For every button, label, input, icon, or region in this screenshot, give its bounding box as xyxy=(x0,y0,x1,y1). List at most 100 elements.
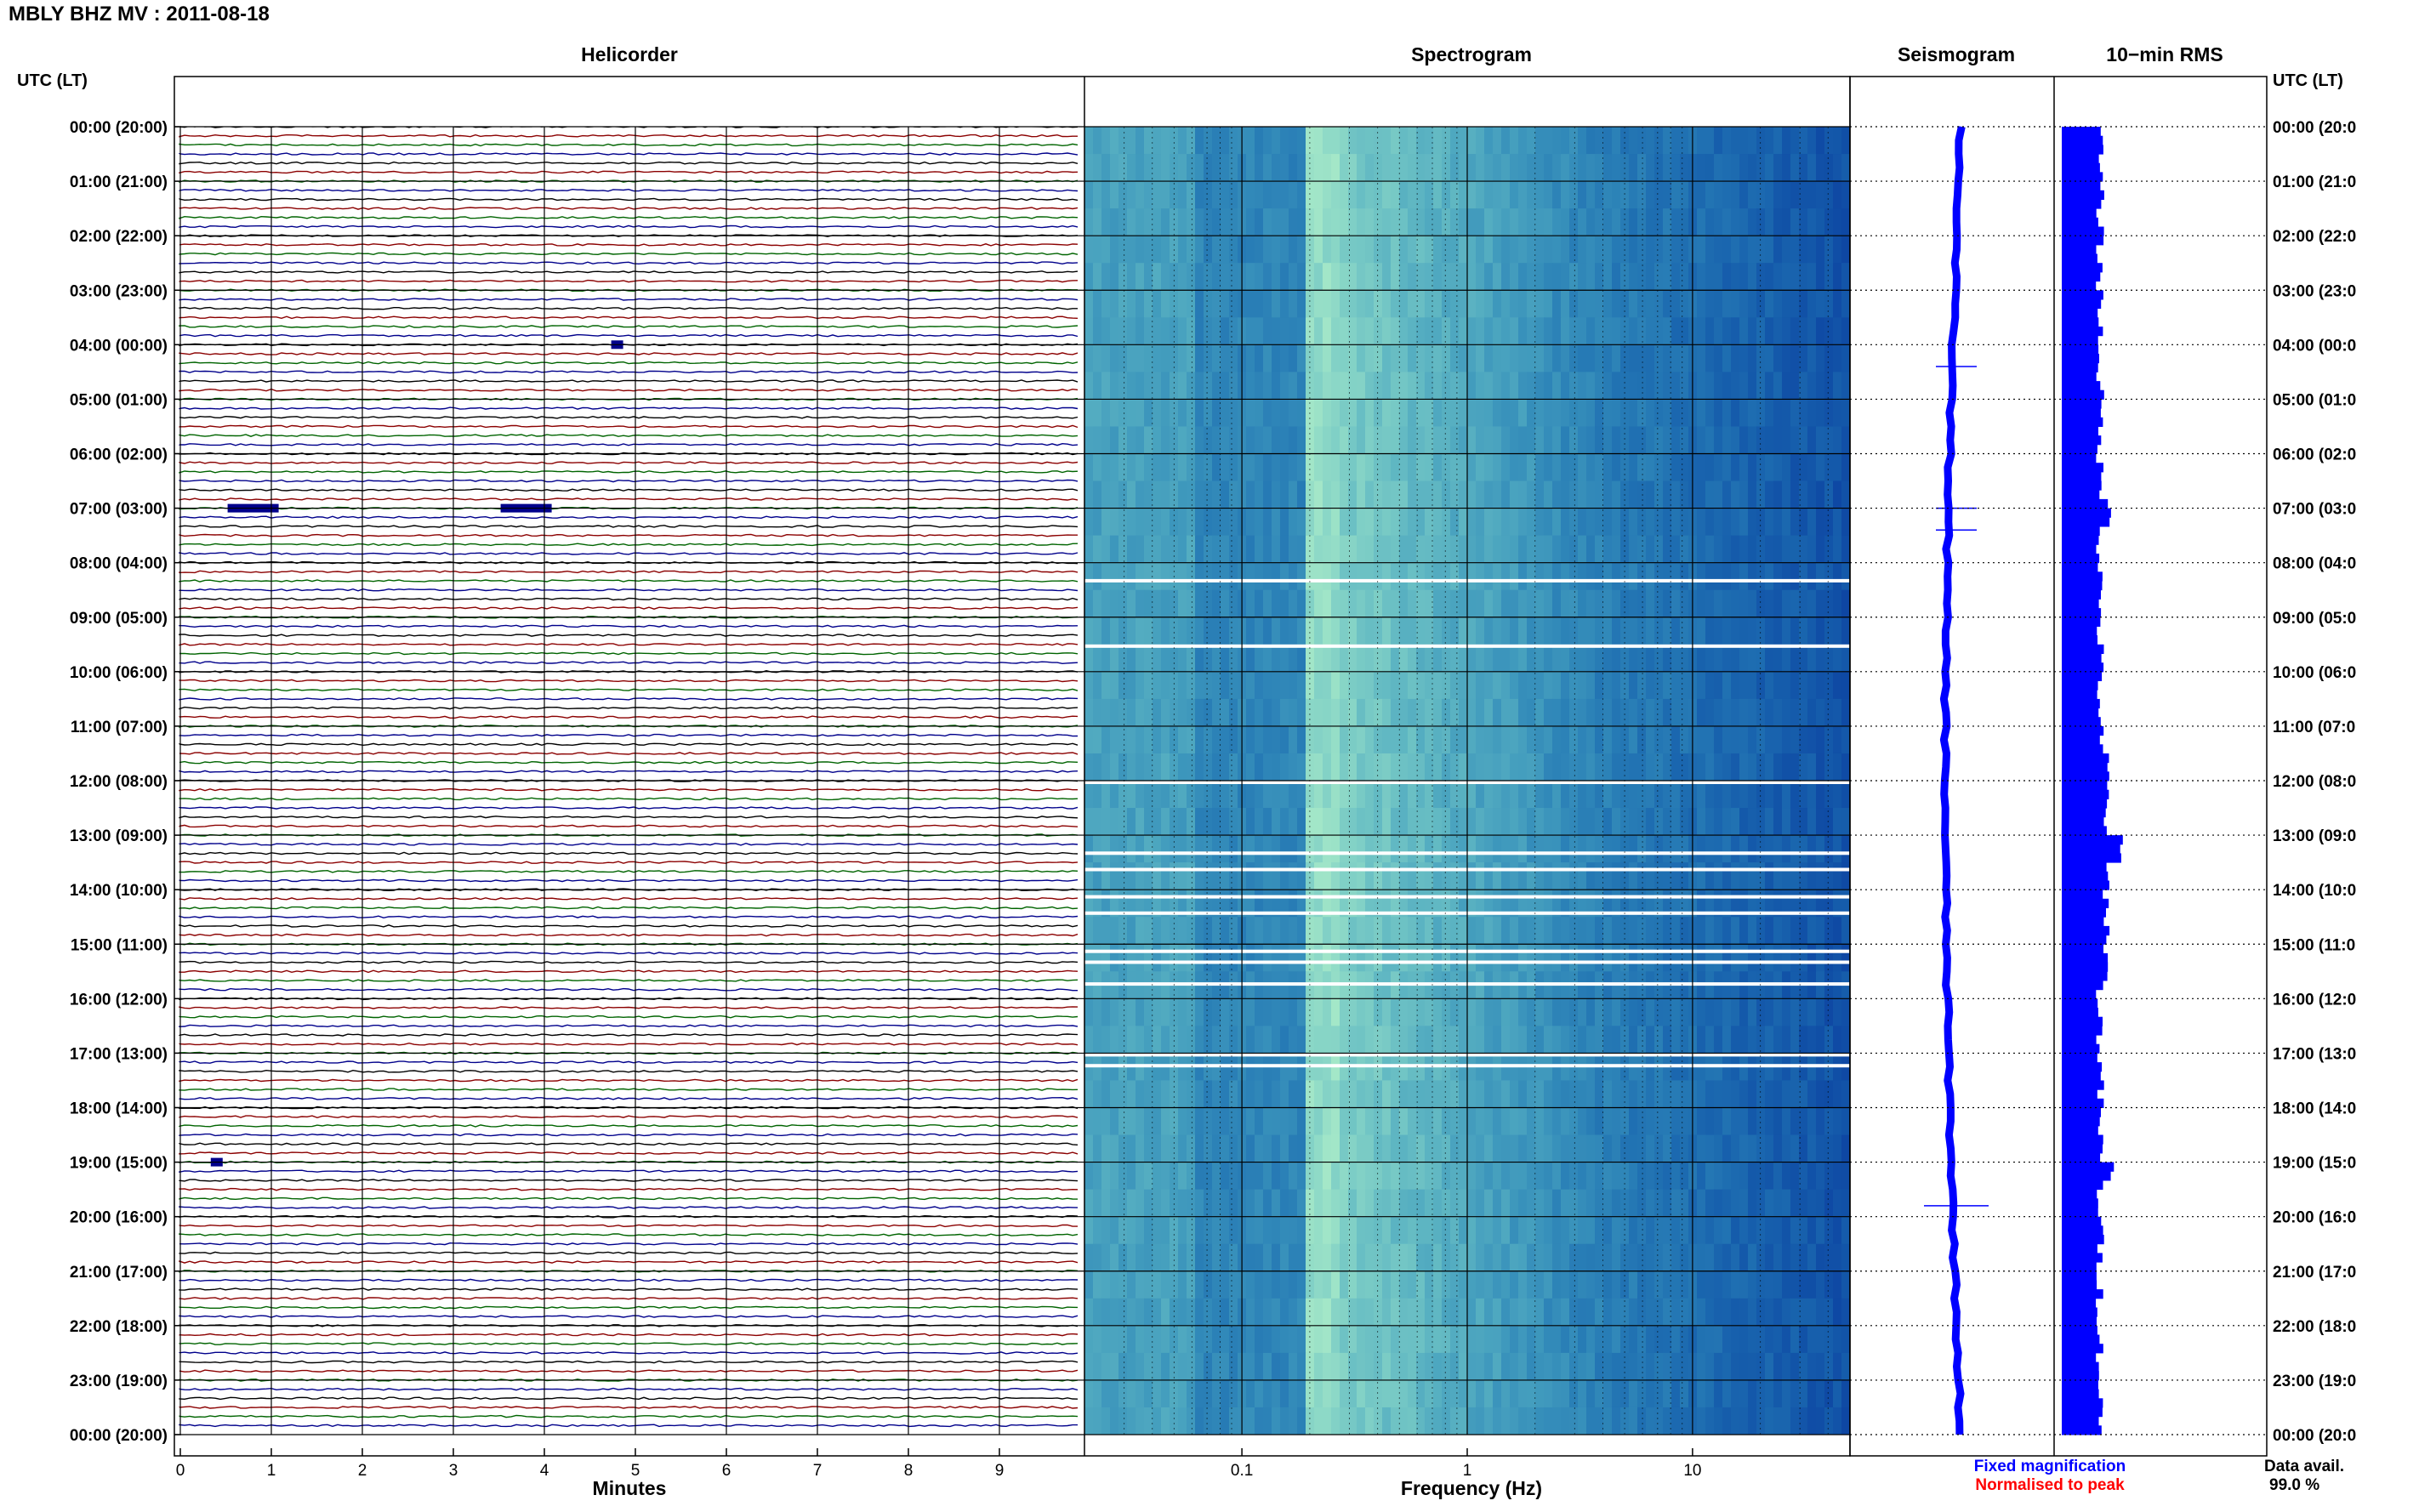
spectrogram-cell xyxy=(1084,127,1094,155)
helicorder-trace xyxy=(179,1342,1079,1346)
spectrogram-cell xyxy=(1654,1107,1664,1136)
spectrogram-cell xyxy=(1799,263,1808,291)
spectrogram-cell xyxy=(1637,1243,1647,1272)
spectrogram-cell xyxy=(1544,236,1553,264)
spectrogram-cell xyxy=(1476,508,1485,537)
spectrogram-cell xyxy=(1603,535,1613,564)
spectrogram-cell xyxy=(1561,508,1570,537)
spectrogram-cell xyxy=(1765,344,1774,372)
spectrogram-cell xyxy=(1391,154,1400,182)
spectrogram-cell xyxy=(1263,508,1272,537)
helicorder-trace xyxy=(179,1414,1079,1418)
spectrogram-cell xyxy=(1161,317,1170,345)
spectrogram-cell xyxy=(1535,399,1545,428)
spectrogram-cell xyxy=(1467,372,1477,401)
spectrogram-cell xyxy=(1552,944,1562,972)
helicorder-trace xyxy=(179,243,1079,247)
spectrogram-cell xyxy=(1552,1216,1562,1245)
spectrogram-cell xyxy=(1663,835,1672,863)
spectrogram-cell xyxy=(1110,1298,1119,1327)
spectrogram-cell xyxy=(1603,998,1613,1026)
spectrogram-cell xyxy=(1807,562,1817,591)
spectrogram-cell xyxy=(1646,1216,1655,1245)
spectrogram-cell xyxy=(1663,1189,1672,1218)
spectrogram-cell xyxy=(1816,998,1825,1026)
spectrogram-cell xyxy=(1671,508,1681,537)
spectrogram-cell xyxy=(1637,181,1647,209)
spectrogram-cell xyxy=(1467,154,1477,182)
spectrogram-cell xyxy=(1314,317,1323,345)
spectrogram-cell xyxy=(1722,808,1732,836)
spectrogram-cell xyxy=(1790,426,1800,455)
spectrogram-cell xyxy=(1697,1080,1706,1109)
spectrogram-cell xyxy=(1705,808,1715,836)
spectrogram-cell xyxy=(1187,181,1196,209)
spectrogram-cell xyxy=(1229,127,1238,155)
helicorder-trace xyxy=(179,806,1079,810)
spectrogram-cell xyxy=(1544,426,1553,455)
spectrogram-cell xyxy=(1280,725,1289,754)
spectrogram-cell xyxy=(1408,862,1417,890)
spectrogram-cell xyxy=(1340,1325,1349,1354)
spectrogram-cell xyxy=(1153,480,1162,509)
spectrogram-cell xyxy=(1484,317,1494,345)
spectrogram-cell xyxy=(1705,725,1715,754)
spectrogram-cell xyxy=(1101,862,1111,890)
rms-bar xyxy=(2062,608,2102,618)
spectrogram-cell xyxy=(1501,753,1511,782)
spectrogram-cell xyxy=(1833,154,1842,182)
spectrogram-cell xyxy=(1595,317,1604,345)
spectrogram-cell xyxy=(1765,1298,1774,1327)
spectrogram-cell xyxy=(1569,1216,1579,1245)
spectrogram-cell xyxy=(1195,1325,1204,1354)
spectrogram-cell xyxy=(1782,1352,1791,1381)
spectrogram-cell xyxy=(1340,617,1349,645)
spectrogram-cell xyxy=(1620,1162,1630,1191)
spectrogram-cell xyxy=(1748,1298,1757,1327)
spectrogram-cell xyxy=(1348,372,1357,401)
spectrogram-cell xyxy=(1144,1407,1153,1435)
helicorder-trace xyxy=(179,497,1079,501)
spectrogram-cell xyxy=(1212,835,1221,863)
rms-bar xyxy=(2062,444,2097,454)
spectrogram-cell xyxy=(1671,1243,1681,1272)
helicorder-trace xyxy=(179,1151,1079,1155)
spectrogram-cell xyxy=(1612,1325,1621,1354)
spectrogram-cell xyxy=(1705,1379,1715,1408)
spectrogram-cell xyxy=(1289,562,1298,591)
spectrogram-cell xyxy=(1153,1379,1162,1408)
hour-label-right: 01:00 (21:0 xyxy=(2273,173,2356,191)
rms-bar xyxy=(2062,1189,2097,1199)
spectrogram-cell xyxy=(1476,835,1485,863)
spectrogram-cell xyxy=(1306,263,1315,291)
spectrogram-cell xyxy=(1399,127,1409,155)
spectrogram-cell xyxy=(1518,644,1528,673)
spectrogram-cell xyxy=(1552,1243,1562,1272)
spectrogram-cell xyxy=(1612,236,1621,264)
spectrogram-cell xyxy=(1272,236,1281,264)
spectrogram-cell xyxy=(1433,399,1443,428)
spectrogram-cell xyxy=(1195,644,1204,673)
spectrogram-cell xyxy=(1229,589,1238,618)
spectrogram-cell xyxy=(1110,562,1119,591)
spectrogram-cell xyxy=(1680,208,1689,236)
spectrogram-cell xyxy=(1161,808,1170,836)
spectrogram-cell xyxy=(1841,1270,1850,1299)
spectrogram-cell xyxy=(1161,1379,1170,1408)
spectrogram-cell xyxy=(1739,399,1749,428)
spectrogram-cell xyxy=(1731,725,1740,754)
spectrogram-cell xyxy=(1654,1325,1664,1354)
spectrogram-cell xyxy=(1187,917,1196,945)
spectrogram-cell xyxy=(1365,944,1375,972)
rms-bar xyxy=(2062,471,2102,482)
spectrogram-cell xyxy=(1705,781,1715,809)
spectrogram-cell xyxy=(1697,480,1706,509)
spectrogram-cell xyxy=(1467,127,1477,155)
spectrogram-cell xyxy=(1527,671,1536,700)
spectrogram-cell xyxy=(1799,181,1808,209)
spectrogram-cell xyxy=(1425,917,1434,945)
spectrogram-cell xyxy=(1195,1352,1204,1381)
spectrogram-cell xyxy=(1841,781,1850,809)
rms-bar xyxy=(2062,1198,2098,1208)
spectrogram-cell xyxy=(1246,562,1255,591)
